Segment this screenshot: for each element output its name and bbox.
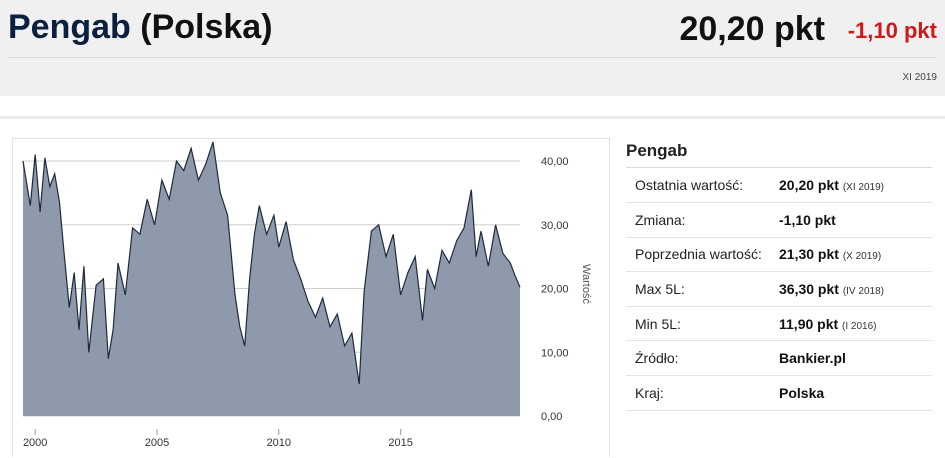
info-row-date: (IV 2018) — [842, 286, 884, 298]
data-period: XI 2019 — [902, 72, 937, 83]
info-row-label: Ostatnia wartość: — [626, 168, 779, 204]
y-tick-label: 40,00 — [541, 156, 569, 168]
chart-container: 0,00 10,00 20,00 30,00 40,00 2000 2005 2010 2015… — [12, 138, 610, 457]
page-header: Pengab (Polska) 20,20 pkt -1,10 pkt XI 2… — [0, 0, 945, 96]
series-line — [22, 141, 521, 385]
indicator-country: (Polska) — [140, 8, 273, 46]
info-row-value: 36,30 pkt (IV 2018) — [779, 271, 932, 307]
info-row-value: -1,10 pkt — [779, 202, 932, 238]
info-row: Poprzednia wartość: 21,30 pkt (X 2019) — [626, 237, 932, 273]
info-row-label: Źródło: — [626, 340, 779, 377]
info-row-label: Zmiana: — [626, 202, 779, 238]
info-row-value: 21,30 pkt (X 2019) — [779, 237, 932, 273]
page-title: Pengab (Polska) — [8, 8, 273, 47]
y-tick-label: 20,00 — [541, 284, 569, 296]
line-area-chart: 0,00 10,00 20,00 30,00 40,00 2000 2005 2010 2015… — [22, 141, 592, 449]
info-row-date: (I 2016) — [842, 320, 877, 332]
info-row-value-text: 11,90 pkt — [779, 315, 839, 332]
current-value: 20,20 pkt — [679, 10, 825, 48]
y-tick-label: 30,00 — [541, 220, 569, 232]
y-tick-label: 10,00 — [541, 347, 569, 359]
indicator-name: Pengab — [8, 8, 131, 46]
info-row-date: (XI 2019) — [842, 182, 884, 194]
info-row-value-text: 20,20 pkt — [779, 177, 839, 194]
info-row-value-text: -1,10 pkt — [779, 211, 836, 228]
y-tick-label: 0,00 — [541, 411, 562, 423]
x-tick-label: 2005 — [145, 437, 169, 449]
series-area — [23, 141, 520, 416]
y-axis-label: Wartość — [580, 264, 592, 304]
info-table: Ostatnia wartość: 20,20 pkt (XI 2019) Zmia… — [626, 168, 932, 411]
info-row: Zmiana: -1,10 pkt — [626, 202, 932, 238]
info-row-label: Min 5L: — [626, 306, 779, 342]
info-row-label: Kraj: — [626, 375, 779, 411]
info-row-date: (X 2019) — [842, 251, 882, 263]
info-row-value: 11,90 pkt (I 2016) — [779, 306, 932, 342]
info-row-label: Poprzednia wartość: — [626, 237, 779, 273]
info-row-label: Max 5L: — [626, 271, 779, 307]
info-row-value: Polska — [779, 375, 932, 411]
x-tick-label: 2015 — [388, 437, 412, 449]
content-panel — [0, 116, 945, 457]
info-row-value-text: Polska — [779, 384, 825, 401]
info-panel: Pengab Ostatnia wartość: 20,20 pkt (XI 20… — [626, 138, 932, 411]
info-row: Kraj: Polska — [626, 375, 932, 411]
value-change: -1,10 pkt — [847, 18, 937, 43]
info-row-value-text: Bankier.pl — [779, 350, 846, 367]
header-divider — [8, 57, 937, 58]
info-row-value-text: 21,30 pkt — [779, 246, 839, 263]
info-row: Max 5L: 36,30 pkt (IV 2018) — [626, 271, 932, 307]
info-row: Ostatnia wartość: 20,20 pkt (XI 2019) — [626, 168, 932, 204]
info-title: Pengab — [626, 138, 932, 168]
info-row: Min 5L: 11,90 pkt (I 2016) — [626, 306, 932, 342]
x-tick-label: 2000 — [23, 437, 47, 449]
info-row-value-text: 36,30 pkt — [779, 281, 839, 298]
x-tick-label: 2010 — [267, 437, 291, 449]
info-row-value: Bankier.pl — [779, 340, 932, 377]
info-row: Źródło: Bankier.pl — [626, 340, 932, 377]
info-row-value: 20,20 pkt (XI 2019) — [779, 168, 932, 204]
